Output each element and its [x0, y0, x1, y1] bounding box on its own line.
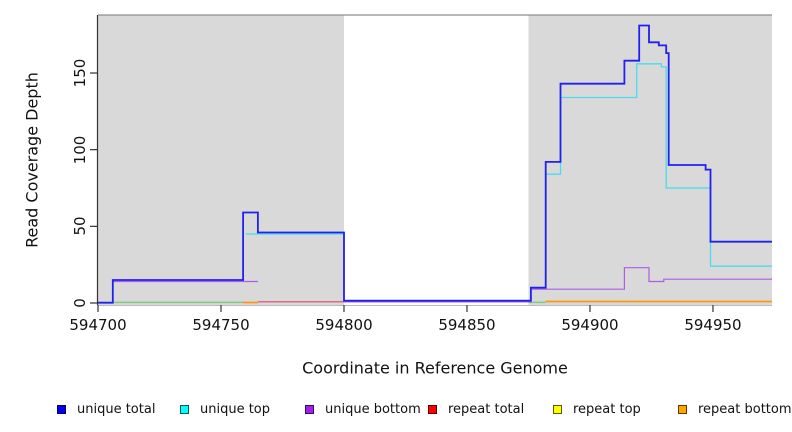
x-tick-label: 594950 — [684, 316, 742, 334]
legend-label: repeat top — [573, 401, 641, 417]
x-tick-label: 594800 — [315, 316, 373, 334]
legend-item-unique-bottom: unique bottom — [305, 398, 421, 420]
legend-item-unique-top: unique top — [180, 398, 270, 420]
x-tick-label: 594750 — [192, 316, 250, 334]
legend: unique total unique top unique bottom repea… — [0, 398, 792, 422]
legend-swatch-icon — [180, 404, 189, 414]
legend-label: repeat bottom — [698, 401, 792, 417]
legend-swatch-icon — [678, 404, 687, 414]
legend-item-repeat-total: repeat total — [428, 398, 524, 420]
legend-item-unique-total: unique total — [57, 398, 155, 420]
legend-swatch-icon — [57, 404, 66, 414]
legend-label: unique top — [200, 401, 271, 417]
series-repeat-bottom — [243, 300, 772, 304]
x-tick-label: 594700 — [69, 316, 127, 334]
legend-item-repeat-bottom: repeat bottom — [678, 398, 792, 420]
x-tick-label: 594900 — [561, 316, 619, 334]
legend-swatch-icon — [553, 404, 562, 414]
y-tick-label: 100 — [71, 135, 89, 164]
x-axis-title: Coordinate in Reference Genome — [302, 358, 568, 378]
legend-swatch-icon — [428, 404, 437, 414]
legend-label: unique total — [77, 401, 156, 417]
y-axis-title: Read Coverage Depth — [22, 72, 42, 248]
y-tick-label: 0 — [71, 298, 89, 308]
legend-label: repeat total — [448, 401, 525, 417]
y-tick-label: 150 — [71, 58, 89, 88]
legend-swatch-icon — [305, 404, 314, 414]
shaded-region — [98, 15, 344, 305]
x-tick-label: 594850 — [438, 316, 496, 334]
series-unique-total — [98, 24, 772, 304]
shaded-region — [528, 15, 772, 305]
legend-item-repeat-top: repeat top — [553, 398, 641, 420]
legend-label: unique bottom — [325, 401, 421, 417]
y-tick-label: 50 — [71, 216, 89, 236]
